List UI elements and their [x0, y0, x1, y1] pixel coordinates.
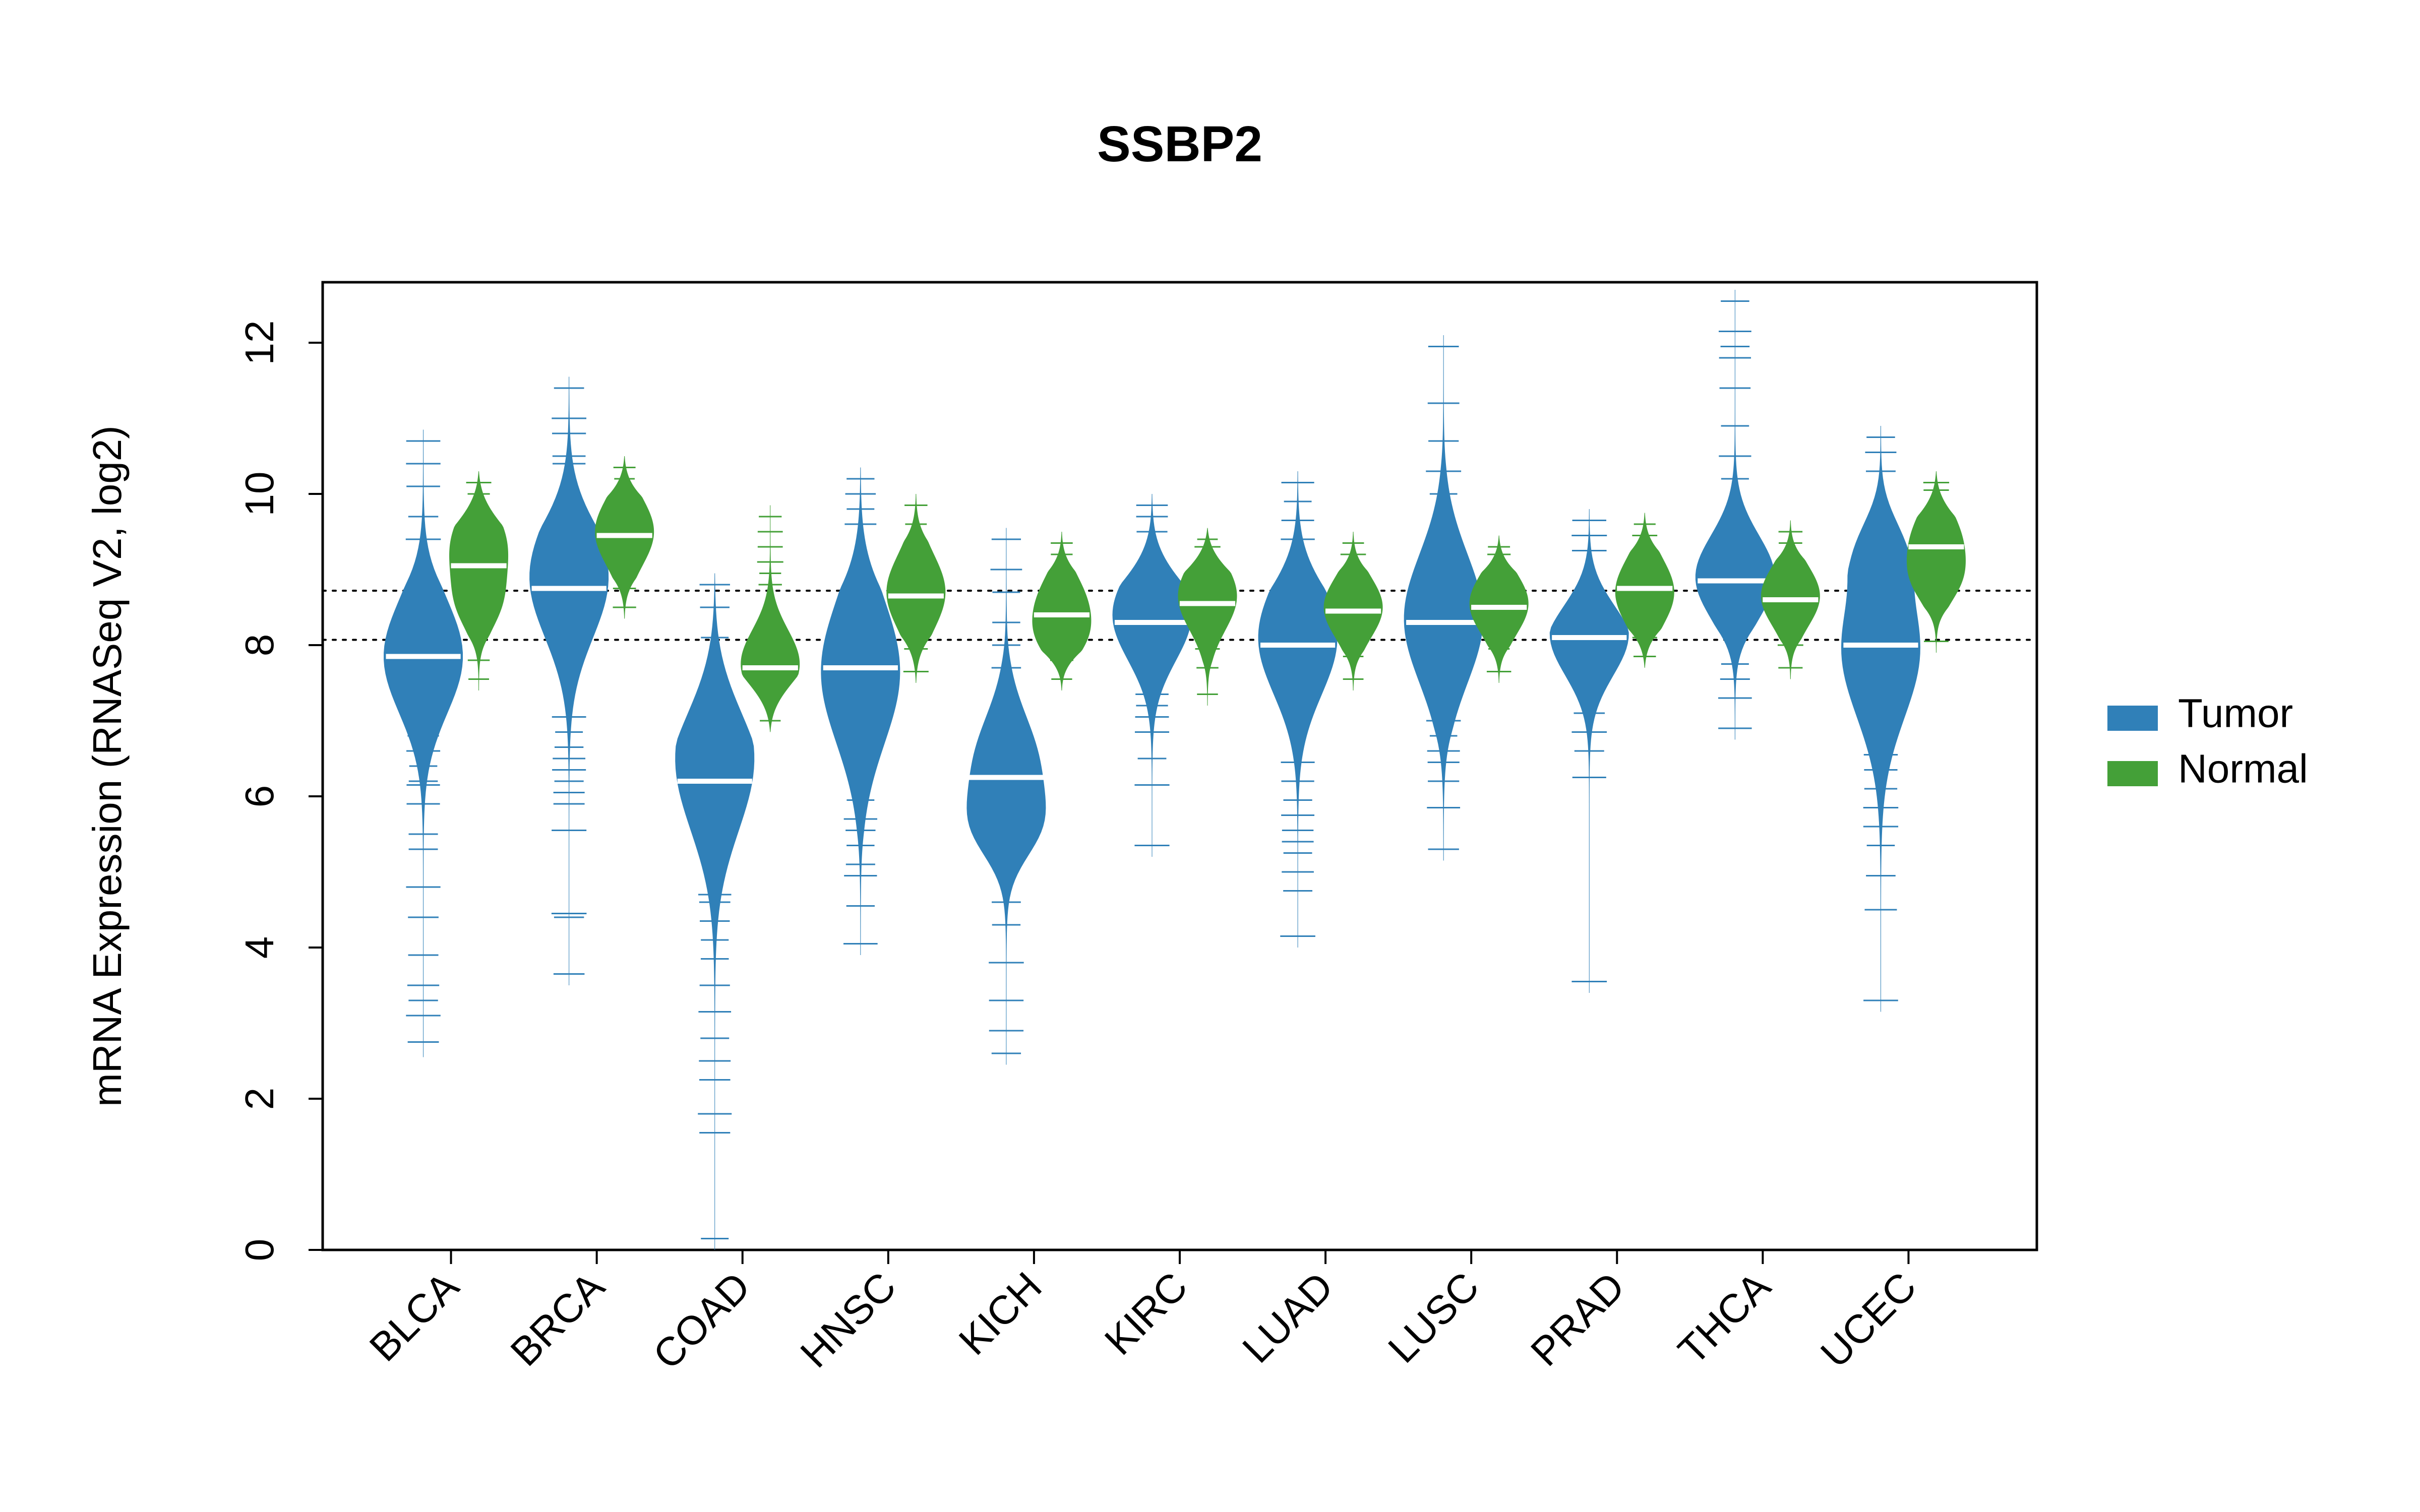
x-tick-label: PRAD: [1522, 1264, 1633, 1374]
bean-body: [530, 377, 609, 986]
legend-label: Normal: [2178, 746, 2308, 791]
x-tick-label: LUAD: [1234, 1264, 1342, 1371]
bean-body: [821, 468, 900, 956]
bean-body: [741, 506, 800, 732]
x-tick-label: BLCA: [361, 1264, 467, 1370]
x-tick-label: KICH: [950, 1264, 1050, 1363]
legend-label: Tumor: [2178, 691, 2293, 736]
chart-container: SSBP2 mRNA Expression (RNASeq V2, log2) 0 2…: [0, 0, 2420, 1512]
y-tick-label: 12: [237, 321, 282, 365]
bean-body: [1258, 471, 1337, 948]
y-tick-label: 8: [237, 634, 282, 657]
beanplot-svg: SSBP2 mRNA Expression (RNASeq V2, log2) 0 2…: [0, 0, 2420, 1512]
y-tick-label: 6: [237, 785, 282, 808]
x-tick-label: HNSC: [792, 1264, 904, 1376]
bean-body: [1178, 528, 1237, 706]
legend-swatch: [2107, 706, 2158, 731]
plot-border: [323, 282, 2037, 1250]
x-tick-label: KIRC: [1096, 1264, 1196, 1363]
bean-body: [676, 574, 754, 1250]
x-tick-label: UCEC: [1812, 1264, 1924, 1376]
bean-body: [1033, 532, 1091, 690]
y-tick-label: 0: [237, 1239, 282, 1262]
x-tick-label: LUSC: [1379, 1264, 1487, 1371]
chart-title: SSBP2: [1097, 116, 1262, 172]
y-axis-label: mRNA Expression (RNASeq V2, log2): [85, 425, 130, 1107]
y-tick-label: 10: [237, 472, 282, 517]
legend-swatch: [2107, 761, 2158, 786]
x-tick-label: BRCA: [502, 1264, 614, 1375]
y-tick-label: 4: [237, 936, 282, 959]
bean-body: [1841, 426, 1920, 1012]
bean-body: [1113, 494, 1191, 857]
y-tick-label: 2: [237, 1088, 282, 1110]
bean-body: [384, 430, 463, 1057]
x-tick-label: THCA: [1669, 1264, 1779, 1373]
x-tick-label: COAD: [644, 1264, 758, 1377]
